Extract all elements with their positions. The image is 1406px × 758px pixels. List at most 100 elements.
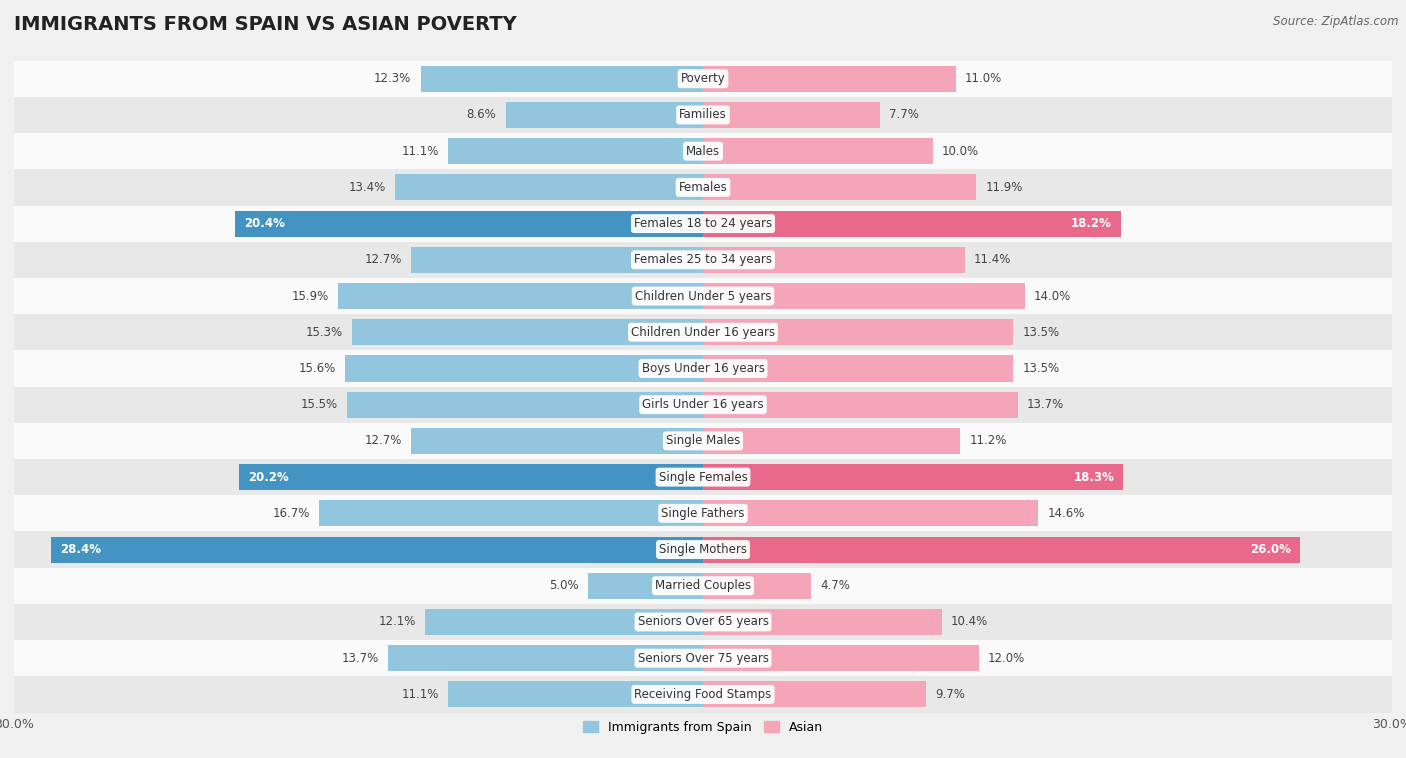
- Text: 13.5%: 13.5%: [1022, 326, 1059, 339]
- Bar: [344, 356, 703, 381]
- Text: 13.5%: 13.5%: [1022, 362, 1059, 375]
- Text: 12.7%: 12.7%: [364, 253, 402, 266]
- Text: Receiving Food Stamps: Receiving Food Stamps: [634, 688, 772, 701]
- Bar: [14, 604, 1392, 640]
- Bar: [412, 247, 703, 273]
- Text: 13.7%: 13.7%: [342, 652, 380, 665]
- Bar: [703, 283, 1025, 309]
- Text: 12.0%: 12.0%: [988, 652, 1025, 665]
- Bar: [14, 97, 1392, 133]
- Text: IMMIGRANTS FROM SPAIN VS ASIAN POVERTY: IMMIGRANTS FROM SPAIN VS ASIAN POVERTY: [14, 15, 517, 34]
- Bar: [14, 423, 1392, 459]
- Text: 12.7%: 12.7%: [364, 434, 402, 447]
- Bar: [14, 676, 1392, 713]
- Text: Children Under 5 years: Children Under 5 years: [634, 290, 772, 302]
- Text: 16.7%: 16.7%: [273, 507, 311, 520]
- Bar: [14, 459, 1392, 495]
- Bar: [703, 102, 880, 128]
- Bar: [51, 537, 703, 562]
- Text: Females 25 to 34 years: Females 25 to 34 years: [634, 253, 772, 266]
- Bar: [14, 133, 1392, 169]
- Bar: [703, 174, 976, 200]
- Text: Single Fathers: Single Fathers: [661, 507, 745, 520]
- Text: 18.3%: 18.3%: [1073, 471, 1114, 484]
- Bar: [347, 392, 703, 418]
- Bar: [395, 174, 703, 200]
- Bar: [352, 319, 703, 346]
- Text: Single Males: Single Males: [666, 434, 740, 447]
- Bar: [14, 350, 1392, 387]
- Text: 8.6%: 8.6%: [467, 108, 496, 121]
- Text: Girls Under 16 years: Girls Under 16 years: [643, 398, 763, 411]
- Text: 10.4%: 10.4%: [950, 615, 988, 628]
- Text: Females 18 to 24 years: Females 18 to 24 years: [634, 217, 772, 230]
- Bar: [14, 568, 1392, 604]
- Bar: [703, 681, 925, 707]
- Bar: [703, 464, 1123, 490]
- Text: 11.1%: 11.1%: [402, 688, 439, 701]
- Bar: [703, 247, 965, 273]
- Text: 20.2%: 20.2%: [249, 471, 290, 484]
- Text: 11.4%: 11.4%: [974, 253, 1011, 266]
- Text: Source: ZipAtlas.com: Source: ZipAtlas.com: [1274, 15, 1399, 28]
- Bar: [235, 211, 703, 236]
- Text: 5.0%: 5.0%: [550, 579, 579, 592]
- Text: 14.6%: 14.6%: [1047, 507, 1085, 520]
- Bar: [703, 66, 956, 92]
- Text: 13.7%: 13.7%: [1026, 398, 1064, 411]
- Text: 11.0%: 11.0%: [965, 72, 1002, 85]
- Text: Married Couples: Married Couples: [655, 579, 751, 592]
- Bar: [703, 500, 1038, 526]
- Text: Children Under 16 years: Children Under 16 years: [631, 326, 775, 339]
- Bar: [14, 387, 1392, 423]
- Bar: [703, 138, 932, 164]
- Bar: [506, 102, 703, 128]
- Text: Boys Under 16 years: Boys Under 16 years: [641, 362, 765, 375]
- Bar: [449, 138, 703, 164]
- Text: 10.0%: 10.0%: [942, 145, 979, 158]
- Text: Seniors Over 75 years: Seniors Over 75 years: [637, 652, 769, 665]
- Bar: [703, 392, 1018, 418]
- Text: 28.4%: 28.4%: [60, 543, 101, 556]
- Text: 12.1%: 12.1%: [378, 615, 416, 628]
- Text: 7.7%: 7.7%: [889, 108, 920, 121]
- Bar: [14, 61, 1392, 97]
- Text: Families: Families: [679, 108, 727, 121]
- Text: Seniors Over 65 years: Seniors Over 65 years: [637, 615, 769, 628]
- Bar: [412, 428, 703, 454]
- Text: Single Mothers: Single Mothers: [659, 543, 747, 556]
- Bar: [703, 645, 979, 672]
- Text: 20.4%: 20.4%: [243, 217, 284, 230]
- Text: 4.7%: 4.7%: [820, 579, 851, 592]
- Text: 15.6%: 15.6%: [298, 362, 336, 375]
- Bar: [703, 609, 942, 635]
- Text: 12.3%: 12.3%: [374, 72, 412, 85]
- Bar: [425, 609, 703, 635]
- Bar: [14, 278, 1392, 314]
- Text: 26.0%: 26.0%: [1250, 543, 1291, 556]
- Bar: [388, 645, 703, 672]
- Text: 18.2%: 18.2%: [1071, 217, 1112, 230]
- Bar: [703, 573, 811, 599]
- Bar: [14, 242, 1392, 278]
- Text: 13.4%: 13.4%: [349, 181, 387, 194]
- Bar: [14, 205, 1392, 242]
- Text: 14.0%: 14.0%: [1033, 290, 1071, 302]
- Legend: Immigrants from Spain, Asian: Immigrants from Spain, Asian: [578, 716, 828, 739]
- Bar: [449, 681, 703, 707]
- Text: 15.3%: 15.3%: [305, 326, 343, 339]
- Text: 11.1%: 11.1%: [402, 145, 439, 158]
- Bar: [703, 211, 1121, 236]
- Bar: [319, 500, 703, 526]
- Bar: [14, 640, 1392, 676]
- Bar: [14, 169, 1392, 205]
- Text: Males: Males: [686, 145, 720, 158]
- Text: 15.5%: 15.5%: [301, 398, 337, 411]
- Text: 11.9%: 11.9%: [986, 181, 1022, 194]
- Bar: [420, 66, 703, 92]
- Text: 15.9%: 15.9%: [291, 290, 329, 302]
- Bar: [703, 428, 960, 454]
- Text: 11.2%: 11.2%: [969, 434, 1007, 447]
- Bar: [703, 319, 1012, 346]
- Bar: [337, 283, 703, 309]
